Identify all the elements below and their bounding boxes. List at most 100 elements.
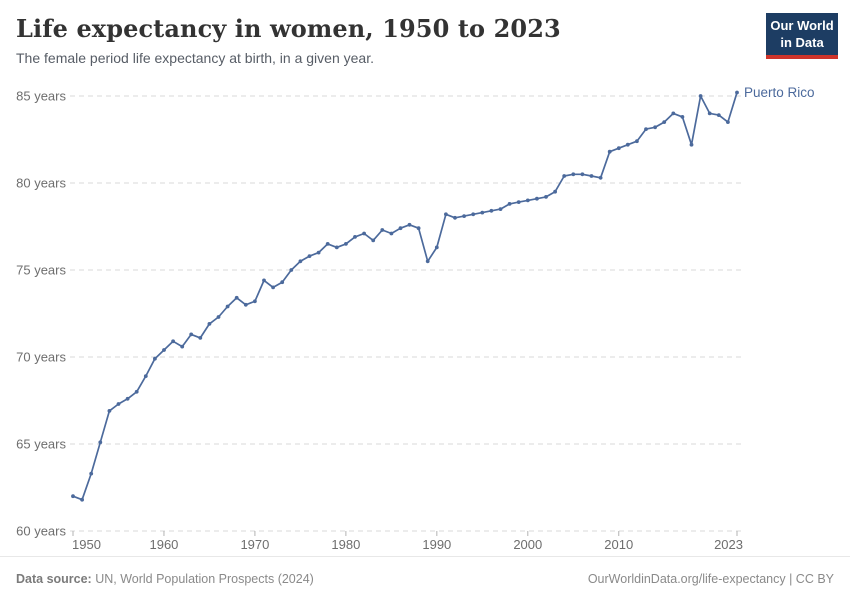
chart-footer: Data source: UN, World Population Prospe… bbox=[0, 556, 850, 600]
data-point bbox=[225, 304, 230, 309]
data-point bbox=[362, 231, 366, 236]
data-point bbox=[462, 214, 466, 219]
data-point bbox=[598, 175, 603, 180]
x-axis-label: 2010 bbox=[604, 537, 633, 552]
data-point bbox=[662, 120, 667, 124]
data-point bbox=[589, 174, 594, 178]
data-point bbox=[644, 127, 648, 131]
data-point bbox=[535, 196, 539, 201]
data-point bbox=[653, 125, 657, 130]
data-point bbox=[434, 245, 439, 250]
data-point bbox=[516, 200, 521, 204]
series-line bbox=[72, 91, 738, 501]
y-axis-label: 70 years bbox=[16, 350, 66, 365]
data-point bbox=[171, 339, 176, 344]
data-point bbox=[189, 332, 194, 337]
data-point bbox=[389, 231, 394, 236]
data-point bbox=[344, 242, 348, 246]
data-point bbox=[207, 322, 212, 326]
data-point bbox=[735, 90, 739, 95]
data-point bbox=[316, 250, 321, 255]
chart-subtitle: The female period life expectancy at bir… bbox=[16, 50, 374, 66]
x-axis-label: 2023 bbox=[714, 537, 743, 552]
owid-logo[interactable]: Our World in Data bbox=[766, 13, 838, 60]
data-point bbox=[471, 212, 476, 217]
data-point bbox=[371, 238, 376, 243]
data-point bbox=[289, 268, 294, 272]
owid-logo-line2: in Data bbox=[780, 34, 824, 50]
data-point bbox=[153, 356, 157, 361]
data-point bbox=[580, 172, 585, 177]
y-axis-label: 80 years bbox=[16, 176, 66, 191]
data-point bbox=[116, 402, 121, 406]
x-axis-label: 1970 bbox=[240, 537, 269, 552]
x-axis-label: 1990 bbox=[422, 537, 451, 552]
x-axis-label: 2000 bbox=[513, 537, 542, 552]
data-point bbox=[671, 111, 676, 116]
data-point bbox=[489, 208, 494, 213]
data-point bbox=[562, 174, 567, 178]
data-point bbox=[707, 111, 712, 116]
data-point bbox=[726, 120, 730, 124]
data-point bbox=[98, 440, 103, 445]
data-point bbox=[625, 142, 630, 147]
data-point bbox=[380, 228, 385, 232]
data-point bbox=[180, 344, 185, 349]
data-point bbox=[162, 348, 166, 352]
chart-header: Life expectancy in women, 1950 to 2023 T… bbox=[0, 0, 850, 66]
data-point bbox=[398, 226, 403, 231]
data-point bbox=[80, 497, 84, 502]
data-point bbox=[453, 215, 457, 220]
data-point bbox=[716, 113, 721, 117]
data-point bbox=[616, 146, 621, 151]
data-point bbox=[253, 299, 257, 304]
data-point bbox=[353, 235, 357, 239]
x-axis-label: 1960 bbox=[149, 537, 178, 552]
data-point bbox=[525, 198, 530, 203]
data-point bbox=[71, 494, 75, 499]
data-point bbox=[198, 336, 203, 340]
data-point bbox=[280, 280, 285, 285]
data-point bbox=[307, 254, 312, 258]
footer-link[interactable]: OurWorldinData.org/life-expectancy | CC … bbox=[587, 571, 834, 586]
data-point bbox=[125, 396, 130, 401]
data-point bbox=[698, 94, 703, 98]
data-point bbox=[334, 245, 339, 250]
data-point bbox=[689, 142, 694, 147]
data-source-label: Data source: bbox=[16, 571, 92, 586]
y-axis-label: 85 years bbox=[16, 89, 66, 104]
data-point bbox=[571, 172, 576, 177]
data-point bbox=[544, 195, 548, 199]
data-point bbox=[444, 212, 448, 217]
data-point bbox=[262, 278, 266, 283]
x-axis-label: 1950 bbox=[72, 537, 101, 552]
data-source-text: Data source: UN, World Population Prospe… bbox=[16, 571, 314, 586]
y-axis-label: 75 years bbox=[16, 263, 66, 278]
data-point bbox=[680, 115, 685, 119]
data-point bbox=[298, 259, 303, 264]
data-point bbox=[89, 471, 94, 476]
data-point bbox=[243, 302, 248, 307]
data-point bbox=[635, 139, 639, 144]
data-point bbox=[271, 285, 275, 290]
y-axis-label: 65 years bbox=[16, 437, 66, 452]
data-point bbox=[498, 207, 503, 211]
data-point bbox=[607, 149, 612, 154]
data-point bbox=[507, 202, 512, 206]
data-point bbox=[143, 374, 148, 378]
data-point bbox=[216, 315, 221, 319]
line-chart-svg[interactable]: 60 years 65 years 70 years 75 years 80 years… bbox=[0, 80, 850, 555]
data-point bbox=[425, 259, 430, 264]
data-point bbox=[107, 409, 112, 413]
data-point bbox=[234, 295, 239, 300]
data-point bbox=[407, 222, 412, 227]
data-point bbox=[325, 242, 330, 246]
data-point bbox=[416, 226, 421, 231]
y-axis-label: 60 years bbox=[16, 524, 66, 539]
entity-label[interactable]: Puerto Rico bbox=[744, 85, 815, 100]
data-point bbox=[553, 189, 557, 194]
page-title: Life expectancy in women, 1950 to 2023 bbox=[16, 14, 561, 43]
owid-logo-line1: Our World bbox=[770, 18, 834, 33]
data-point bbox=[134, 389, 139, 394]
x-axis-label: 1980 bbox=[331, 537, 360, 552]
